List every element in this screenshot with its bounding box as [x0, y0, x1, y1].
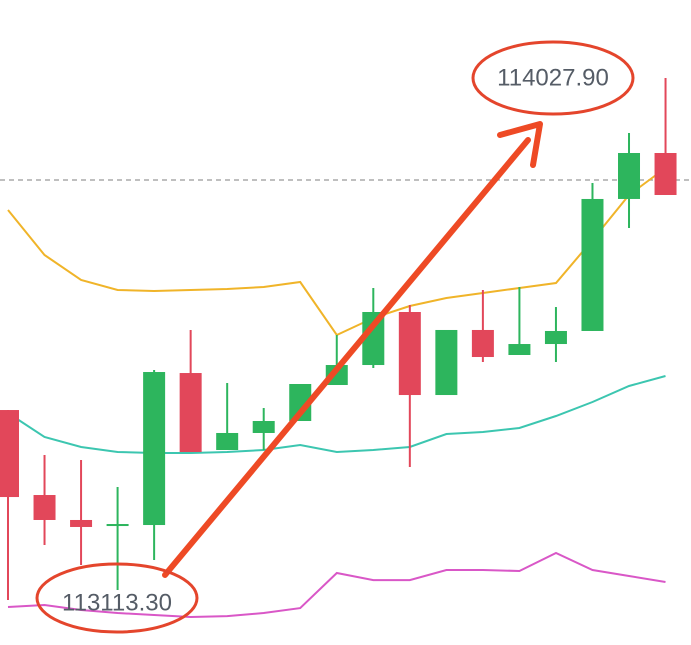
candle-body [0, 410, 19, 498]
candle-body [508, 344, 531, 355]
indicator-lines [0, 167, 691, 619]
annotation-label: 113113.30 [62, 589, 172, 616]
candle-body [289, 383, 312, 422]
candle-body [544, 330, 567, 345]
candle-body [106, 524, 129, 527]
candle-body [216, 432, 239, 451]
highlight-ellipse [35, 562, 199, 634]
moving-average-line [7, 167, 667, 337]
candle-body [362, 312, 385, 366]
arrow-head [497, 121, 543, 168]
candle-body [435, 329, 458, 396]
arrow-shaft [162, 137, 531, 578]
candle-body [252, 421, 275, 433]
annotation-layer: 114027.90 113113.30 [35, 40, 635, 634]
candle-body [654, 153, 677, 195]
highlight-ellipse [471, 40, 635, 116]
candle-body [398, 312, 421, 396]
candle-body [471, 329, 494, 358]
candle-body [179, 373, 202, 453]
candle-body [70, 519, 93, 527]
moving-average-line [7, 375, 666, 454]
moving-average-line [7, 551, 666, 619]
candle-body [618, 153, 641, 199]
candle-body [33, 495, 56, 520]
candle-body [143, 372, 166, 526]
candles [0, 77, 677, 601]
candle-body [581, 198, 604, 331]
annotation-label: 114027.90 [497, 64, 609, 91]
